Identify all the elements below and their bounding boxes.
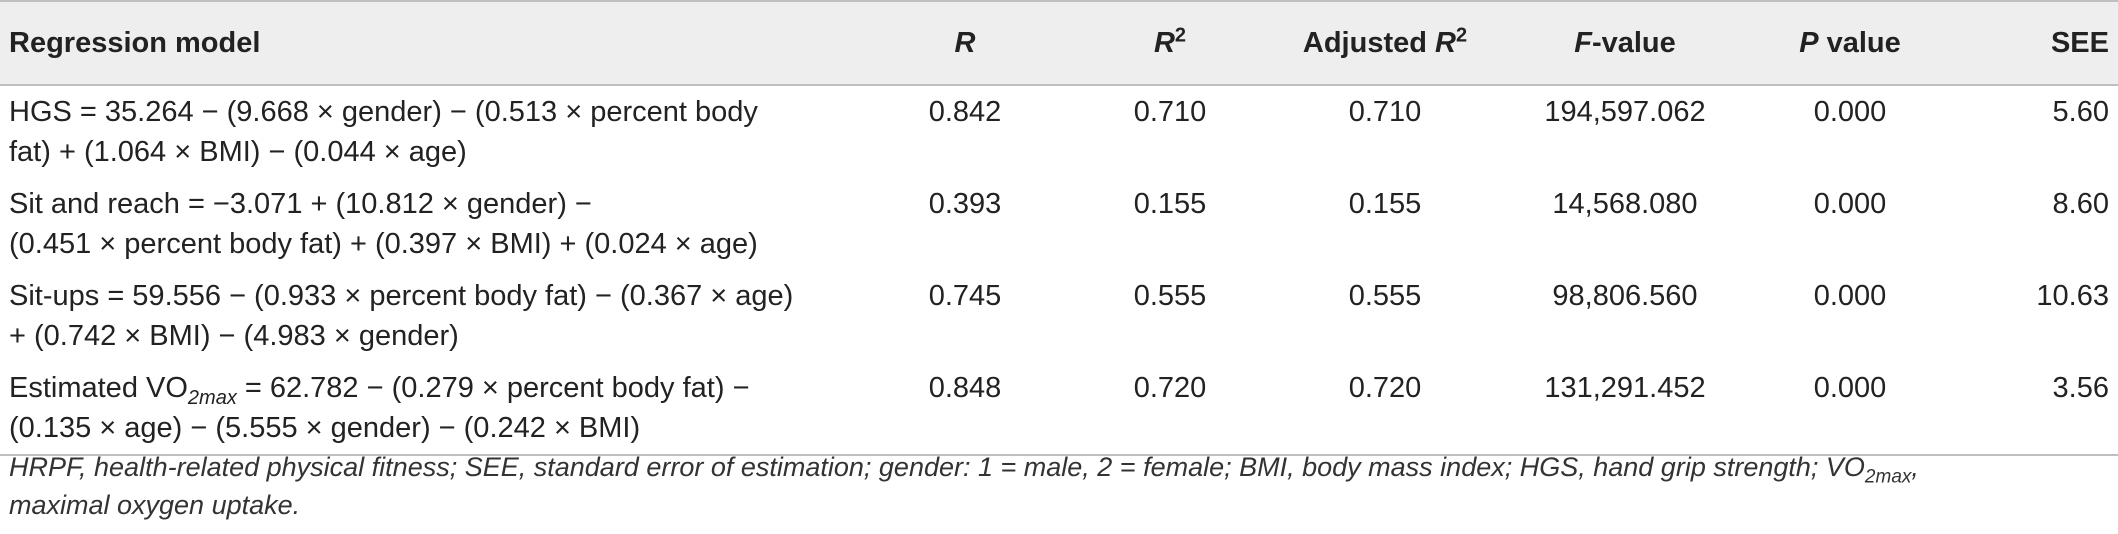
cell-p-value: 0.000	[1813, 188, 1887, 220]
header-f-rest: -value	[1591, 27, 1676, 59]
regression-table-container: Regression model R R2 Adjusted R2 F-valu…	[0, 0, 2118, 456]
cell-r-squared: 0.155	[1133, 188, 1207, 220]
model-line-1: Sit and reach = −3.071 + (10.812 × gende…	[9, 188, 592, 220]
cell-adjusted-r-squared: 0.555	[1348, 280, 1422, 312]
footnote-part-3: maximal oxygen uptake.	[9, 490, 301, 520]
table-row: HGS = 35.264 − (9.668 × gender) − (0.513…	[0, 85, 2118, 178]
header-adjusted-sup: 2	[1455, 24, 1468, 47]
cell-f-value: 98,806.560	[1552, 280, 1698, 312]
header-regression-model: Regression model	[0, 0, 860, 86]
cell-see: 3.56	[1950, 362, 2118, 456]
cell-see: 8.60	[2052, 188, 2109, 220]
model-line-2: (0.135 × age) − (5.555 × gender) − (0.24…	[9, 412, 641, 444]
cell-see: 10.63	[2036, 280, 2109, 312]
header-r-squared-base: R	[1153, 27, 1175, 59]
model-line-1-sub: 2max	[187, 386, 237, 409]
model-line-1-post: = 62.782 − (0.279 × percent body fat) −	[236, 372, 750, 404]
cell-f-value: 131,291.452	[1500, 362, 1750, 456]
cell-r-squared: 0.720	[1070, 362, 1270, 456]
header-r-squared: R2	[1070, 0, 1270, 86]
footnote-part-2: ,	[1911, 452, 1919, 482]
header-r-label: R	[954, 27, 976, 59]
cell-p-value: 0.000	[1750, 362, 1950, 456]
model-line-1: HGS = 35.264 − (9.668 × gender) − (0.513…	[9, 96, 758, 128]
model-line-2: fat) + (1.064 × BMI) − (0.044 × age)	[9, 136, 467, 168]
model-line-1: Sit-ups = 59.556 − (0.933 × percent body…	[9, 280, 794, 312]
header-adjusted-prefix: Adjusted	[1302, 27, 1436, 59]
footnote-sub: 2max	[1864, 466, 1912, 488]
cell-r: 0.848	[860, 362, 1070, 456]
cell-r: 0.842	[928, 96, 1002, 128]
header-r: R	[860, 0, 1070, 86]
cell-regression-model: Estimated VO2max = 62.782 − (0.279 × per…	[0, 362, 860, 456]
model-line-1-pre: Estimated VO	[9, 372, 188, 404]
cell-regression-model: Sit-ups = 59.556 − (0.933 × percent body…	[0, 270, 860, 362]
cell-f-value: 194,597.062	[1544, 96, 1706, 128]
table-row: Estimated VO2max = 62.782 − (0.279 × per…	[0, 362, 2118, 456]
table-row: Sit-ups = 59.556 − (0.933 × percent body…	[0, 270, 2118, 362]
cell-r: 0.745	[928, 280, 1002, 312]
header-p-rest: value	[1818, 27, 1901, 59]
cell-regression-model: Sit and reach = −3.071 + (10.812 × gende…	[0, 178, 860, 270]
model-line-2: + (0.742 × BMI) − (4.983 × gender)	[9, 320, 459, 352]
cell-r-squared: 0.555	[1133, 280, 1207, 312]
cell-adjusted-r-squared: 0.155	[1348, 188, 1422, 220]
header-adjusted-base: R	[1435, 27, 1456, 59]
cell-regression-model: HGS = 35.264 − (9.668 × gender) − (0.513…	[0, 85, 860, 178]
cell-adjusted-r-squared: 0.720	[1270, 362, 1500, 456]
model-line-2: (0.451 × percent body fat) + (0.397 × BM…	[9, 228, 758, 260]
header-p-value: P value	[1750, 0, 1950, 86]
table-footnote: HRPF, health-related physical fitness; S…	[9, 448, 2109, 524]
cell-f-value: 14,568.080	[1552, 188, 1698, 220]
cell-see: 5.60	[2052, 96, 2109, 128]
cell-p-value: 0.000	[1813, 96, 1887, 128]
table-row: Sit and reach = −3.071 + (10.812 × gende…	[0, 178, 2118, 270]
header-adjusted-r-squared: Adjusted R2	[1270, 0, 1500, 86]
regression-table: Regression model R R2 Adjusted R2 F-valu…	[0, 0, 2118, 456]
header-row: Regression model R R2 Adjusted R2 F-valu…	[0, 0, 2118, 86]
cell-r-squared: 0.710	[1133, 96, 1207, 128]
header-f-italic: F	[1574, 27, 1592, 59]
header-r-squared-sup: 2	[1174, 24, 1187, 47]
header-see: SEE	[1950, 0, 2118, 86]
model-line-1: Estimated VO2max = 62.782 − (0.279 × per…	[9, 368, 860, 408]
header-p-italic: P	[1799, 27, 1819, 59]
header-f-value: F-value	[1500, 0, 1750, 86]
cell-r: 0.393	[928, 188, 1002, 220]
footnote-part-1: HRPF, health-related physical fitness; S…	[9, 452, 1865, 482]
cell-adjusted-r-squared: 0.710	[1348, 96, 1422, 128]
cell-p-value: 0.000	[1813, 280, 1887, 312]
